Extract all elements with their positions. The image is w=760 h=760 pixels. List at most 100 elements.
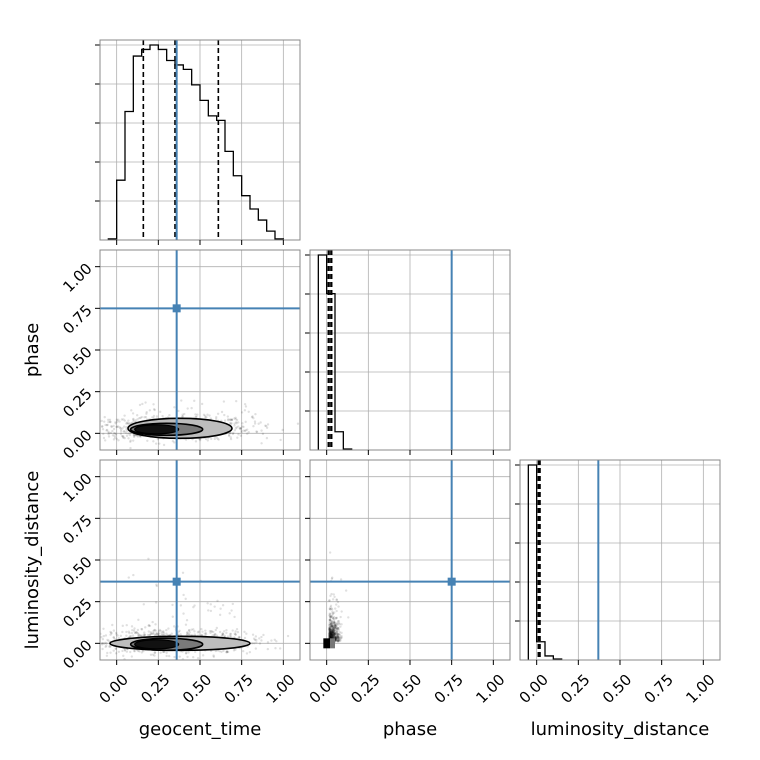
- sample-point: [178, 655, 182, 658]
- sample-point: [133, 627, 136, 630]
- sample-point: [330, 631, 334, 634]
- sample-point: [107, 435, 111, 438]
- y-tick-label: 0.75: [59, 301, 95, 337]
- sample-point: [131, 628, 134, 632]
- sample-point: [330, 621, 333, 625]
- sample-point: [129, 446, 132, 450]
- sample-point: [194, 440, 198, 443]
- sample-point: [157, 632, 160, 635]
- sample-point: [231, 432, 235, 436]
- sample-point: [329, 634, 332, 638]
- sample-point: [330, 624, 333, 628]
- sample-point: [149, 632, 153, 635]
- panel-geocent-time-vs-luminosity-distance: [94, 459, 301, 661]
- sample-point: [337, 635, 340, 639]
- sample-point: [244, 429, 247, 432]
- sample-point: [328, 613, 331, 617]
- sample-point: [331, 631, 335, 634]
- sample-point: [147, 557, 150, 560]
- sample-point: [333, 629, 336, 632]
- sample-point: [108, 645, 111, 648]
- sample-point: [240, 429, 243, 433]
- sample-point: [154, 601, 158, 604]
- sample-point: [328, 551, 332, 554]
- sample-point: [234, 421, 238, 424]
- sample-point: [160, 632, 163, 635]
- sample-point: [181, 571, 185, 574]
- sample-point: [329, 635, 332, 639]
- sample-point: [210, 630, 214, 633]
- sample-point: [144, 626, 147, 629]
- sample-point: [329, 627, 332, 631]
- sample-point: [265, 436, 269, 440]
- sample-point: [330, 633, 333, 636]
- sample-point: [264, 424, 267, 427]
- sample-point: [235, 422, 238, 425]
- sample-point: [147, 630, 150, 633]
- sample-point: [334, 636, 337, 639]
- sample-point: [328, 634, 331, 638]
- sample-point: [94, 635, 96, 637]
- sample-point: [101, 638, 105, 641]
- sample-point: [237, 635, 241, 639]
- sample-point: [330, 622, 333, 625]
- sample-point: [337, 636, 340, 639]
- sample-point: [200, 633, 203, 637]
- sample-point: [329, 631, 332, 634]
- sample-point: [331, 631, 335, 635]
- sample-point: [335, 598, 338, 601]
- sample-point: [247, 410, 250, 413]
- sample-point: [155, 584, 158, 588]
- sample-point: [330, 634, 333, 638]
- sample-point: [328, 632, 331, 635]
- sample-point: [262, 633, 265, 637]
- sample-point: [330, 628, 333, 631]
- sample-point: [186, 631, 189, 635]
- sample-point: [142, 633, 145, 637]
- sample-point: [186, 407, 189, 410]
- sample-point: [330, 631, 333, 634]
- sample-point: [155, 415, 159, 418]
- sample-point: [250, 642, 254, 645]
- sample-point: [331, 628, 334, 631]
- sample-point: [274, 646, 277, 650]
- sample-point: [156, 437, 160, 441]
- sample-point: [205, 415, 208, 419]
- sample-point: [333, 623, 336, 627]
- sample-point: [329, 631, 332, 635]
- sample-point: [254, 647, 258, 650]
- sample-point: [328, 635, 331, 639]
- sample-point: [336, 633, 340, 636]
- sample-point: [195, 415, 198, 419]
- sample-point: [233, 417, 236, 420]
- sample-point: [338, 638, 341, 641]
- sample-point: [209, 417, 213, 420]
- sample-point: [209, 603, 212, 606]
- sample-point: [223, 630, 226, 633]
- sample-point: [331, 633, 335, 637]
- sample-point: [328, 626, 331, 630]
- sample-point: [188, 631, 191, 634]
- sample-point: [266, 647, 270, 651]
- sample-point: [129, 440, 132, 443]
- sample-point: [132, 629, 136, 632]
- sample-point: [234, 633, 237, 636]
- sample-point: [228, 634, 232, 638]
- sample-point: [335, 598, 338, 602]
- sample-point: [112, 649, 115, 652]
- sample-point: [333, 635, 336, 638]
- sample-point: [229, 437, 233, 441]
- sample-point: [331, 636, 335, 639]
- sample-point: [116, 425, 119, 429]
- sample-point: [200, 402, 204, 406]
- sample-point: [335, 632, 338, 635]
- sample-point: [335, 617, 338, 620]
- x-tick-label: 0.25: [557, 671, 593, 707]
- sample-point: [65, 432, 67, 434]
- sample-point: [132, 420, 135, 423]
- sample-point: [238, 635, 241, 639]
- sample-point: [328, 629, 331, 632]
- sample-point: [335, 633, 338, 636]
- sample-point: [147, 624, 151, 627]
- sample-point: [260, 635, 263, 639]
